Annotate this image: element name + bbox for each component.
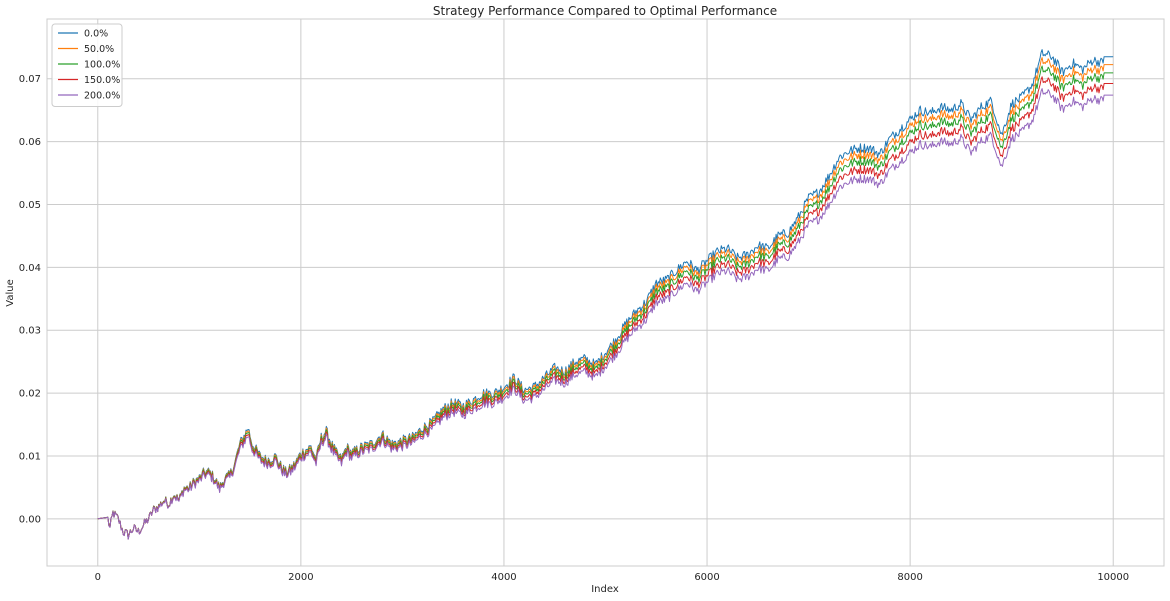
chart-title: Strategy Performance Compared to Optimal…	[433, 4, 777, 18]
y-axis-label: Value	[5, 279, 16, 306]
legend-label: 150.0%	[84, 75, 120, 86]
y-tick-label: 0.00	[19, 514, 41, 525]
y-tick-label: 0.03	[19, 326, 41, 337]
y-tick-labels: 0.00 0.01 0.02 0.03 0.04 0.05 0.06 0.07	[19, 74, 41, 525]
legend-frame	[51, 23, 123, 107]
x-tick-label: 10000	[1097, 572, 1129, 583]
x-tick-label: 2000	[288, 572, 313, 583]
legend: 0.0% 50.0% 100.0% 150.0% 200.0%	[51, 23, 123, 107]
y-tick-label: 0.01	[19, 451, 41, 462]
x-tick-label: 4000	[491, 572, 516, 583]
legend-label: 0.0%	[84, 29, 108, 40]
x-axis-label: Index	[591, 584, 619, 595]
series-layer	[97, 49, 1114, 540]
x-tick-label: 8000	[897, 572, 922, 583]
x-tick-labels: 0 2000 4000 6000 8000 10000	[95, 572, 1130, 583]
legend-label: 200.0%	[84, 91, 120, 102]
legend-label: 100.0%	[84, 60, 120, 71]
y-tick-label: 0.05	[19, 200, 41, 211]
y-tick-label: 0.02	[19, 389, 41, 400]
y-tick-label: 0.07	[19, 74, 41, 85]
y-tick-label: 0.04	[19, 263, 41, 274]
x-tick-label: 0	[95, 572, 101, 583]
series-line	[97, 88, 1114, 540]
x-tick-label: 6000	[694, 572, 719, 583]
y-tick-label: 0.06	[19, 137, 41, 148]
legend-label: 50.0%	[84, 44, 114, 55]
grid	[47, 19, 1164, 566]
